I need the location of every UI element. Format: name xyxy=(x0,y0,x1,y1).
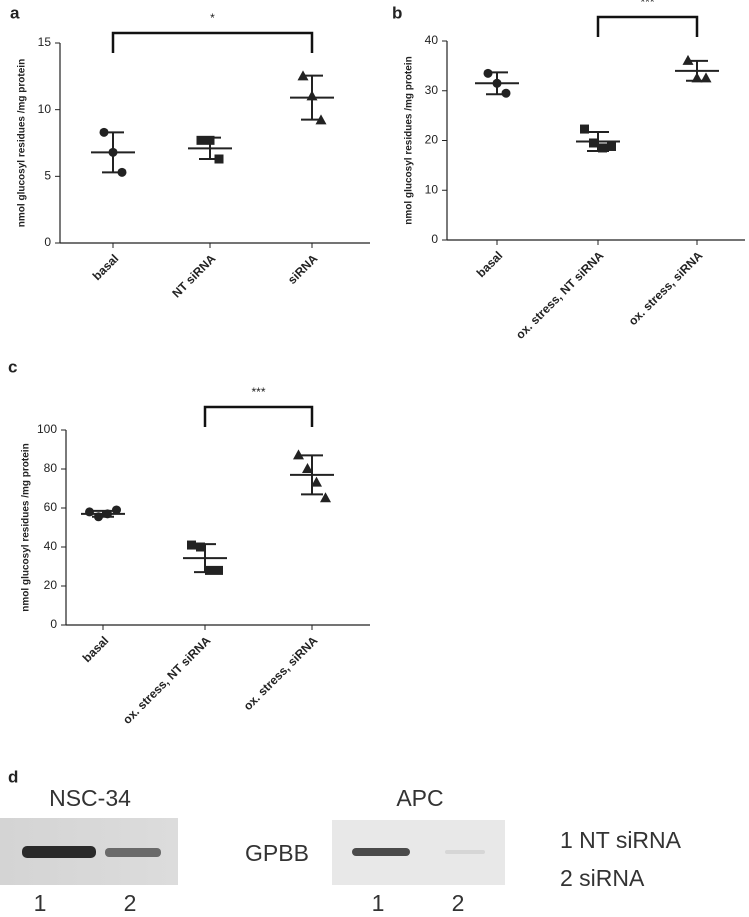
lane-label: 2 xyxy=(452,890,465,916)
data-point xyxy=(302,463,313,473)
x-tick-label: basal xyxy=(90,251,122,283)
y-tick-label: 5 xyxy=(44,169,51,183)
y-tick-label: 80 xyxy=(44,461,58,475)
x-tick-label: siRNA xyxy=(285,251,321,287)
y-axis-title: nmol glucosyl residues /mg protein xyxy=(404,56,415,224)
significance-label: *** xyxy=(640,0,654,9)
y-axis-title: nmol glucosyl residues /mg protein xyxy=(21,443,32,611)
significance-bracket xyxy=(203,405,314,427)
blot-band xyxy=(352,848,410,856)
blot-band xyxy=(22,846,96,858)
y-tick-label: 0 xyxy=(50,617,57,631)
significance-bracket xyxy=(596,15,699,37)
data-point xyxy=(293,449,304,460)
y-tick-label: 60 xyxy=(44,500,58,514)
blot-band xyxy=(105,848,161,857)
x-tick-label: ox. stress, NT siRNA xyxy=(513,248,607,342)
data-point xyxy=(205,565,214,575)
data-point xyxy=(112,505,121,515)
x-tick-label: ox. stress, siRNA xyxy=(626,248,706,328)
panel-label: d xyxy=(8,767,18,786)
panel-label: b xyxy=(392,3,402,22)
y-tick-label: 20 xyxy=(425,133,439,147)
x-tick-label: basal xyxy=(474,248,506,280)
y-tick-label: 15 xyxy=(38,35,52,49)
lane-label: 1 xyxy=(34,890,47,916)
y-tick-label: 100 xyxy=(37,422,57,436)
legend-text: 1 NT siRNA xyxy=(560,827,682,853)
data-point xyxy=(320,492,331,503)
panel-label: a xyxy=(10,3,20,22)
x-tick-label: ox. stress, siRNA xyxy=(241,633,321,713)
protein-label: GPBB xyxy=(245,840,309,866)
significance-label: * xyxy=(210,11,215,25)
y-axis-title: nmol glucosyl residues /mg protein xyxy=(17,59,28,227)
data-point xyxy=(196,542,205,552)
data-point xyxy=(196,135,206,145)
y-tick-label: 0 xyxy=(44,235,51,249)
cell-line-label: APC xyxy=(396,785,443,811)
data-point xyxy=(607,141,616,151)
data-point xyxy=(598,143,607,153)
y-tick-label: 40 xyxy=(44,539,58,553)
cell-line-label: NSC-34 xyxy=(49,785,131,811)
y-tick-label: 10 xyxy=(38,102,52,116)
blot-band xyxy=(445,850,485,854)
lane-label: 1 xyxy=(372,890,385,916)
x-tick-label: NT siRNA xyxy=(169,251,218,300)
significance-bracket xyxy=(111,31,314,53)
lane-label: 2 xyxy=(124,890,137,916)
data-point xyxy=(187,540,196,550)
panel-label: c xyxy=(8,357,17,376)
x-tick-label: basal xyxy=(80,633,112,665)
data-point xyxy=(311,476,322,487)
y-tick-label: 30 xyxy=(425,83,439,97)
data-point xyxy=(214,565,223,575)
legend-text: 2 siRNA xyxy=(560,865,645,891)
data-point xyxy=(580,124,589,134)
data-point xyxy=(589,138,598,148)
x-tick-label: ox. stress, NT siRNA xyxy=(120,633,214,727)
y-tick-label: 0 xyxy=(431,232,438,246)
y-tick-label: 20 xyxy=(44,578,58,592)
significance-label: *** xyxy=(251,385,265,399)
y-tick-label: 40 xyxy=(425,33,439,47)
y-tick-label: 10 xyxy=(425,182,439,196)
